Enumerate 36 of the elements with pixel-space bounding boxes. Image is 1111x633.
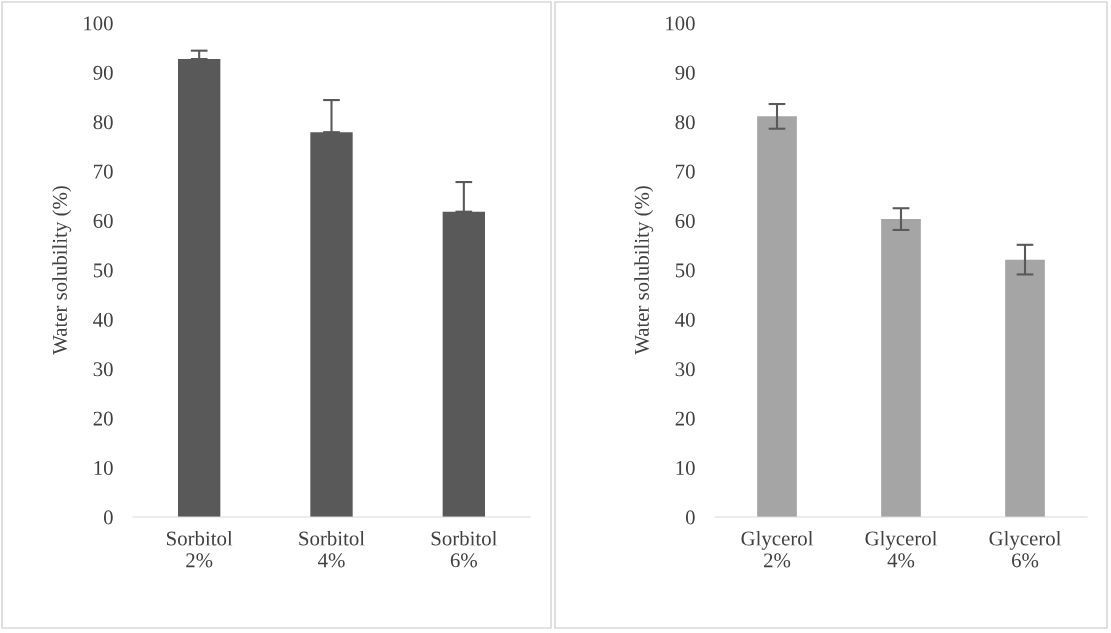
- y-tick-label: 10: [94, 460, 113, 476]
- y-tick-label: 100: [666, 16, 695, 31]
- y-tick-label: 40: [675, 312, 695, 327]
- y-tick-label: 0: [103, 510, 113, 525]
- y-tick-label: 90: [675, 65, 695, 80]
- x-tick-label: Glycerol 2%: [741, 530, 814, 568]
- x-tick-label: Sorbitol 4%: [299, 530, 365, 568]
- x-tick-label: Glycerol 6%: [989, 530, 1062, 568]
- y-tick-label: 100: [84, 16, 113, 31]
- y-tick-label: 80: [675, 115, 695, 130]
- bar: [1005, 259, 1045, 517]
- y-tick-label: 60: [93, 213, 113, 229]
- y-tick-label: 60: [675, 213, 695, 229]
- x-tick-label: Sorbitol 6%: [431, 530, 497, 568]
- y-tick-label: 20: [93, 411, 113, 426]
- y-tick-label: 80: [93, 115, 113, 130]
- y-tick-label: 30: [93, 362, 113, 377]
- x-tick-label: Sorbitol 2%: [166, 530, 233, 568]
- bar: [177, 59, 221, 517]
- y-axis-title: Water solubility (%): [634, 186, 654, 355]
- y-axis-title: Water solubility (%): [52, 186, 72, 355]
- y-tick-label: 70: [676, 164, 695, 179]
- bar: [881, 219, 921, 517]
- y-tick-label: 70: [94, 164, 113, 179]
- y-tick-label: 20: [675, 411, 695, 426]
- bar: [442, 211, 486, 517]
- y-tick-label: 40: [93, 312, 113, 327]
- bar: [757, 116, 797, 517]
- y-tick-label: 50: [93, 263, 113, 278]
- x-tick-label: Glycerol 4%: [865, 530, 938, 568]
- y-tick-label: 0: [685, 510, 695, 525]
- y-tick-label: 90: [93, 65, 113, 80]
- bar: [310, 132, 353, 517]
- y-tick-label: 50: [675, 263, 695, 278]
- y-tick-label: 10: [676, 460, 695, 476]
- y-tick-label: 30: [675, 362, 695, 377]
